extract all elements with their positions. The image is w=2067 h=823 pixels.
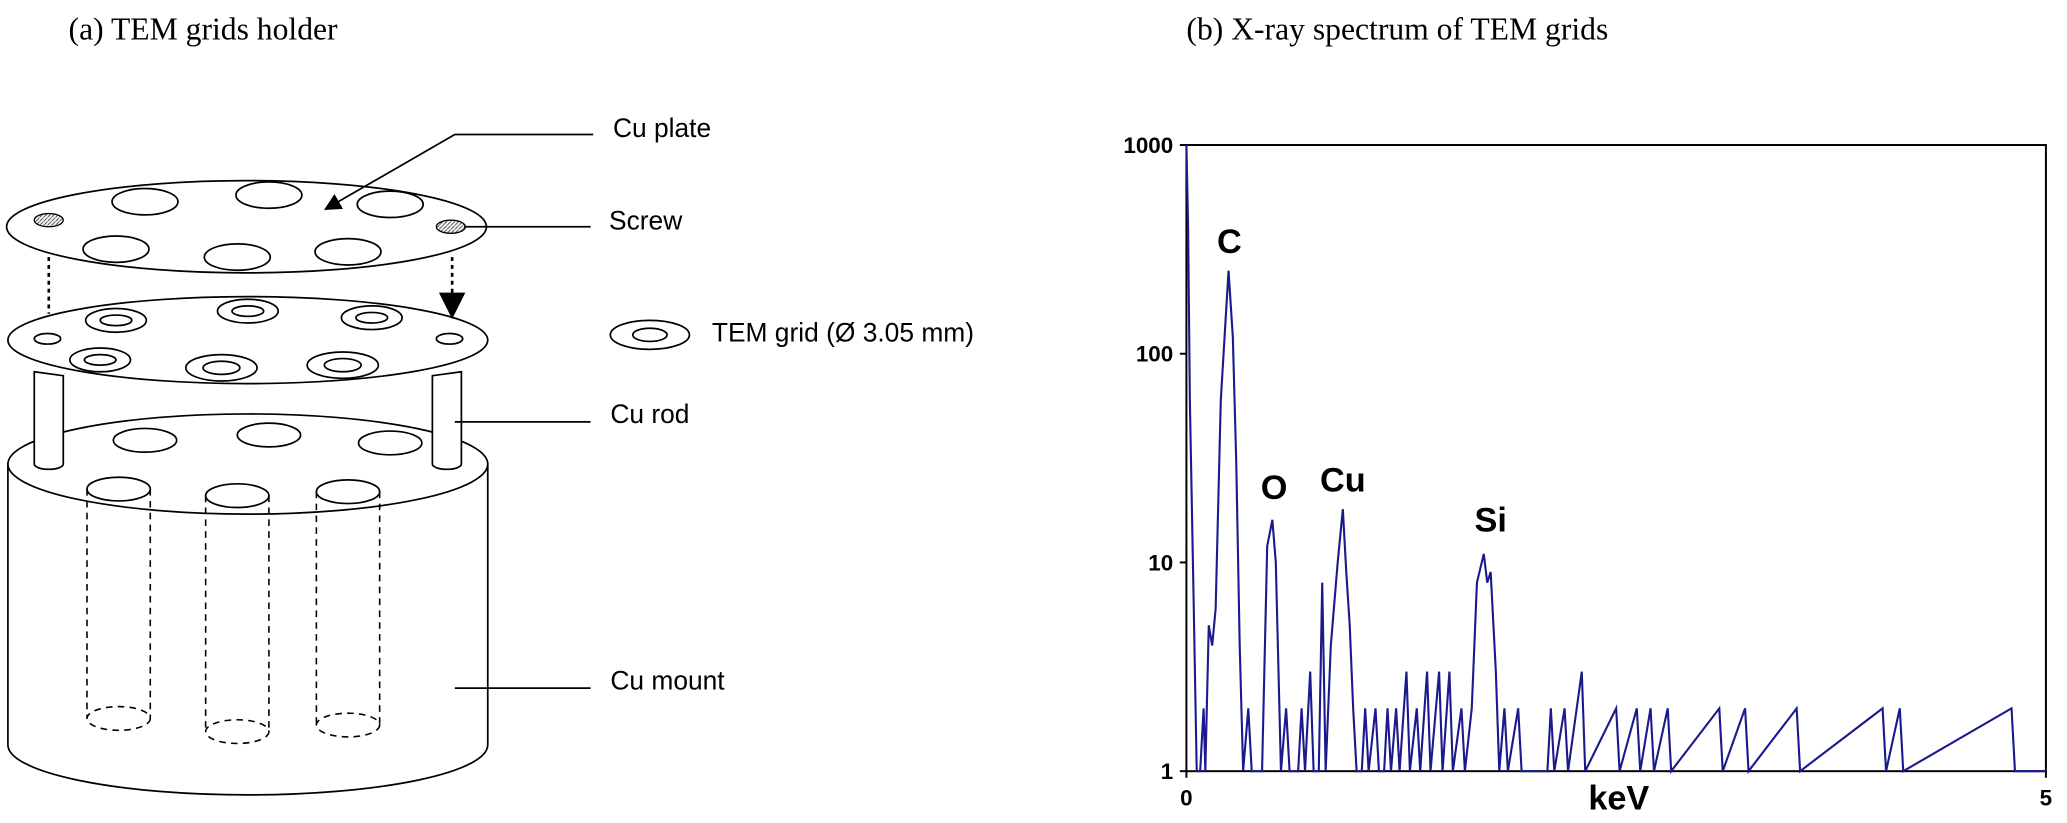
- y-tick-label: 1000: [1123, 133, 1173, 158]
- label: Cu plate: [613, 113, 711, 143]
- label: Cu rod: [610, 399, 689, 429]
- peak-label: Cu: [1320, 461, 1366, 499]
- plot-frame: [1185, 144, 2047, 773]
- peak-label: C: [1217, 223, 1242, 261]
- panel-a-title: (a) TEM grids holder: [69, 12, 339, 47]
- x-tick-label: 0: [1180, 785, 1192, 810]
- y-tick-label: 100: [1136, 342, 1173, 367]
- spectrum-line: [1185, 144, 2046, 775]
- chart-title: (b) X-ray spectrum of TEM grids: [1186, 12, 1608, 47]
- peak-label: Si: [1474, 502, 1506, 540]
- y-tick-label: 10: [1148, 550, 1173, 575]
- peak-label: O: [1261, 469, 1288, 507]
- holder-diagram: [5, 133, 691, 796]
- x-tick-label: 5: [2040, 785, 2052, 810]
- label: Cu mount: [610, 665, 725, 695]
- label: TEM grid (Ø 3.05 mm): [712, 317, 974, 347]
- x-axis-label: keV: [1588, 779, 1649, 817]
- label: Screw: [609, 205, 683, 235]
- y-tick-label: 1: [1161, 759, 1173, 784]
